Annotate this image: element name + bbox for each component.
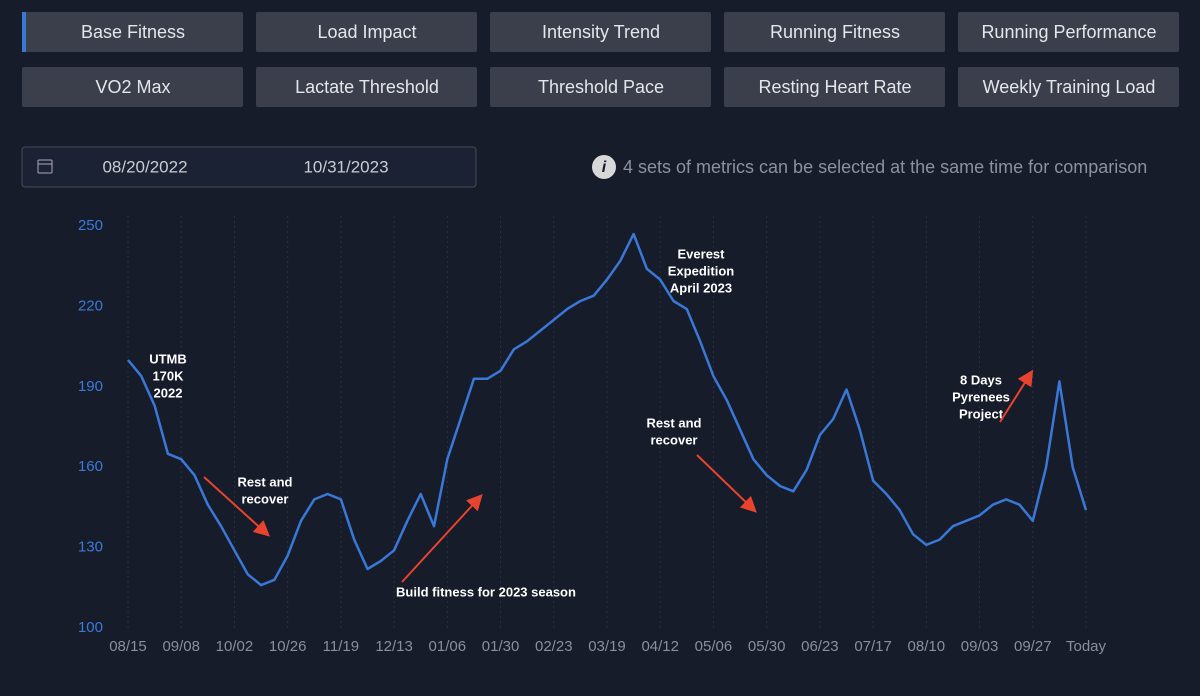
annotation-arrow (203, 476, 270, 537)
info-text: 4 sets of metrics can be selected at the… (623, 157, 1147, 177)
x-tick-label: 05/30 (748, 638, 786, 655)
annotation: 170K (152, 368, 184, 383)
metric-button-label: Load Impact (317, 22, 416, 42)
metric-button[interactable] (490, 67, 711, 107)
y-tick-label: 130 (78, 539, 103, 556)
metric-button-label: Lactate Threshold (295, 77, 439, 97)
metric-button[interactable] (958, 67, 1179, 107)
y-tick-label: 250 (78, 217, 103, 234)
y-tick-label: 220 (78, 297, 103, 314)
x-tick-label: 01/30 (482, 638, 520, 655)
y-tick-label: 160 (78, 458, 103, 475)
annotation: Rest and (238, 474, 293, 489)
metric-buttons: Base Fitness Load Impact Intensity Trend Ru… (22, 12, 1179, 107)
annotation: Pyrenees (952, 389, 1010, 404)
annotation: Build fitness for 2023 season (396, 584, 576, 599)
metric-button[interactable] (22, 12, 243, 52)
metric-button[interactable] (22, 67, 243, 107)
metric-button-label: Running Fitness (770, 22, 900, 42)
calendar-icon (37, 159, 53, 174)
x-tick-label: 08/15 (109, 638, 147, 655)
x-tick-label: 12/13 (375, 638, 413, 655)
metric-button[interactable] (724, 12, 945, 52)
x-tick-label: 04/12 (641, 638, 679, 655)
metric-button[interactable] (256, 67, 477, 107)
x-tick-label: 09/08 (162, 638, 200, 655)
chart: 100 130 160 190 220 250 08/15 09/08 10/02 10/26 11… (78, 216, 1107, 655)
metric-button-label: Weekly Training Load (983, 77, 1156, 97)
metric-button-label: Resting Heart Rate (758, 77, 911, 97)
y-tick-label: 190 (78, 378, 103, 395)
start-date: 08/20/2022 (102, 157, 187, 176)
annotation-arrow (999, 369, 1034, 423)
x-tick-label: 11/19 (323, 638, 359, 655)
info-icon-glyph: i (602, 159, 607, 176)
x-tick-label: 05/06 (695, 638, 733, 655)
annotation-arrow (401, 494, 483, 583)
metric-button-label: Intensity Trend (542, 22, 660, 42)
x-tick-label: Today (1066, 638, 1107, 655)
annotation: 2022 (154, 385, 183, 400)
annotation: Rest and (647, 415, 702, 430)
annotation: UTMB (149, 351, 187, 366)
info-icon (592, 155, 616, 179)
metric-button-label: Threshold Pace (538, 77, 664, 97)
x-tick-label: 06/23 (801, 638, 839, 655)
annotation: Project (959, 406, 1004, 421)
x-tick-label: 07/17 (854, 638, 892, 655)
annotation: recover (651, 432, 698, 447)
annotation: recover (242, 491, 289, 506)
metric-button[interactable] (958, 12, 1179, 52)
x-tick-label: 10/02 (216, 638, 254, 655)
x-tick-label: 10/26 (269, 638, 307, 655)
metric-button-label: Base Fitness (81, 22, 185, 42)
x-tick-label: 09/27 (1014, 638, 1052, 655)
active-indicator (22, 12, 26, 52)
data-line (127, 232, 1088, 587)
x-tick-label: 03/19 (588, 638, 626, 655)
metric-button[interactable] (490, 12, 711, 52)
x-tick-label: 09/03 (961, 638, 999, 655)
x-tick-label: 08/10 (908, 638, 946, 655)
annotation: Expedition (668, 263, 735, 278)
annotation: 8 Days (960, 372, 1002, 387)
metric-button-label: Running Performance (981, 22, 1156, 42)
end-date: 10/31/2023 (303, 157, 388, 176)
date-picker[interactable] (21, 146, 477, 188)
annotation-arrow (696, 454, 757, 513)
metric-button[interactable] (256, 12, 477, 52)
x-tick-label: 02/23 (535, 638, 573, 655)
y-tick-label: 100 (78, 619, 103, 636)
annotation: April 2023 (670, 280, 732, 295)
x-tick-label: 01/06 (429, 638, 467, 655)
annotation: Everest (678, 246, 726, 261)
metric-button[interactable] (724, 67, 945, 107)
metric-button-label: VO2 Max (95, 77, 170, 97)
